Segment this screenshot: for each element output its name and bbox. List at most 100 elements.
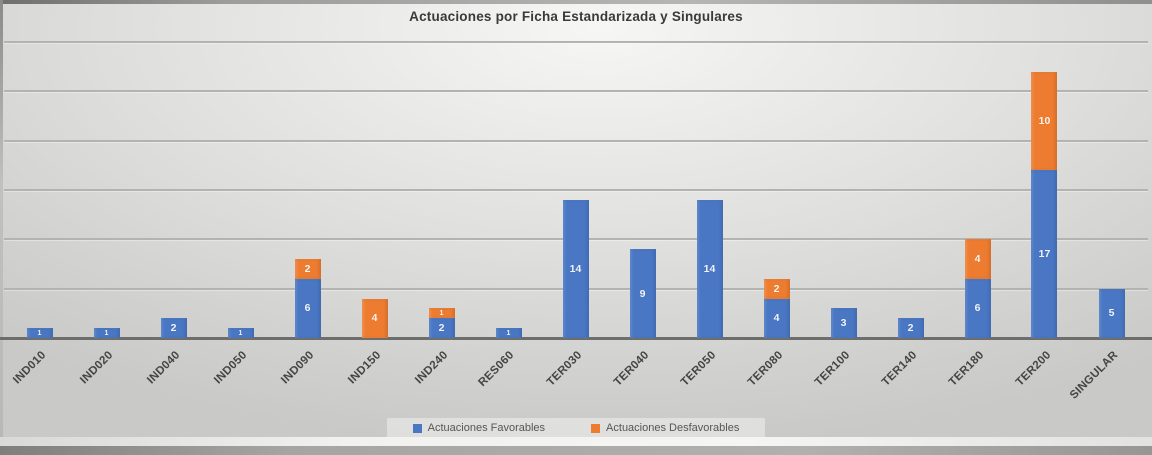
- bar-value-label: 17: [1038, 248, 1051, 261]
- bar-IND050: 1: [227, 328, 254, 338]
- x-axis-label-RES060: RES060: [476, 349, 517, 390]
- scan-edge-top: [0, 0, 1152, 4]
- scan-edge-bottom: [0, 446, 1152, 455]
- gridline-y-15: [4, 189, 1148, 191]
- bar-segment-IND010-favorables: 1: [26, 328, 53, 338]
- plot-area: 1 1 2 1 6 2 4 2 1 1 14 9 14 4 2 3 2 6 4 17 10 5: [0, 41, 1152, 340]
- bar-value-label: 1: [104, 329, 109, 337]
- legend-swatch-desfavorables-icon: [591, 423, 601, 433]
- category-slot-IND040: 2: [140, 42, 207, 338]
- bar-value-label: 2: [907, 322, 914, 335]
- legend-box: Actuaciones Favorables Actuaciones Desfa…: [386, 418, 766, 438]
- bar-IND010: 1: [26, 328, 53, 338]
- x-axis-label-IND150: IND150: [345, 349, 383, 387]
- bar-value-label: 4: [371, 312, 378, 325]
- x-axis-label-IND090: IND090: [278, 349, 316, 387]
- bar-TER030: 14: [562, 199, 589, 338]
- bar-value-label: 6: [974, 302, 981, 315]
- bar-segment-TER180-desfavorables: 4: [964, 239, 991, 279]
- bar-TER050: 14: [696, 199, 723, 338]
- bar-segment-RES060-favorables: 1: [495, 328, 522, 338]
- bar-segment-TER080-desfavorables: 2: [763, 278, 790, 299]
- x-axis-label-IND010: IND010: [10, 349, 48, 387]
- x-axis-line: [0, 337, 1152, 340]
- gridline-y-20: [4, 139, 1148, 142]
- bar-value-label: 3: [840, 317, 847, 330]
- bar-value-label: 2: [438, 322, 445, 335]
- bar-IND150: 4: [361, 298, 388, 338]
- bar-value-label: 4: [773, 312, 780, 325]
- bar-segment-IND240-favorables: 2: [428, 318, 455, 338]
- bar-segment-TER200-desfavorables: 10: [1031, 71, 1058, 171]
- scan-edge-left: [0, 0, 3, 455]
- bar-segment-TER140-favorables: 2: [897, 318, 924, 338]
- bar-segment-TER030-favorables: 14: [562, 199, 589, 338]
- bar-segment-TER040-favorables: 9: [629, 249, 656, 338]
- category-slot-TER050: 14: [676, 42, 743, 338]
- x-axis-label-IND050: IND050: [211, 349, 249, 387]
- legend-swatch-favorables-icon: [412, 423, 422, 433]
- bar-value-label: 2: [773, 282, 780, 295]
- bar-value-label: 1: [439, 309, 444, 317]
- bar-segment-TER180-favorables: 6: [964, 278, 991, 338]
- bar-value-label: 4: [974, 253, 981, 266]
- category-slot-TER030: 14: [542, 42, 609, 338]
- bar-RES060: 1: [495, 328, 522, 338]
- bar-segment-SINGULAR-favorables: 5: [1098, 288, 1125, 338]
- category-slot-IND010: 1: [6, 42, 73, 338]
- bar-TER200: 17 10: [1031, 71, 1058, 338]
- bar-segment-IND240-desfavorables: 1: [428, 308, 455, 319]
- category-slot-IND150: 4: [341, 42, 408, 338]
- gridline-y-25: [4, 90, 1148, 93]
- x-axis-label-IND240: IND240: [412, 349, 450, 387]
- legend-item-favorables: Actuaciones Favorables: [412, 422, 546, 434]
- bar-TER140: 2: [897, 318, 924, 338]
- category-slot-IND020: 1: [73, 42, 140, 338]
- bar-segment-TER080-favorables: 4: [763, 298, 790, 338]
- category-slot-IND050: 1: [207, 42, 274, 338]
- category-slot-TER100: 3: [810, 42, 877, 338]
- gridline-y-30: [4, 41, 1148, 43]
- bar-value-label: 10: [1038, 114, 1051, 127]
- bar-SINGULAR: 5: [1098, 288, 1125, 338]
- bar-segment-IND150-desfavorables: 4: [361, 298, 388, 338]
- bar-value-label: 9: [639, 287, 646, 300]
- bar-segment-TER050-favorables: 14: [696, 199, 723, 338]
- legend-label-favorables: Actuaciones Favorables: [427, 422, 546, 434]
- legend-item-desfavorables: Actuaciones Desfavorables: [591, 422, 739, 434]
- bar-IND020: 1: [93, 328, 120, 338]
- legend-label-desfavorables: Actuaciones Desfavorables: [606, 422, 740, 434]
- bar-segment-TER100-favorables: 3: [830, 308, 857, 338]
- bar-value-label: 2: [304, 262, 311, 275]
- bar-TER100: 3: [830, 308, 857, 338]
- chart-title: Actuaciones por Ficha Estandarizada y Si…: [409, 9, 743, 24]
- bar-value-label: 1: [37, 329, 42, 337]
- scan-edge-bottom-light: [0, 437, 1152, 446]
- bar-value-label: 1: [506, 329, 511, 337]
- bar-segment-IND040-favorables: 2: [160, 318, 187, 338]
- bar-value-label: 2: [170, 322, 177, 335]
- category-slot-TER140: 2: [877, 42, 944, 338]
- bar-segment-TER200-favorables: 17: [1031, 170, 1058, 338]
- legend: Actuaciones Favorables Actuaciones Desfa…: [0, 418, 1152, 438]
- bar-segment-IND020-favorables: 1: [93, 328, 120, 338]
- x-axis-label-IND020: IND020: [77, 349, 115, 387]
- bar-value-label: 14: [703, 262, 716, 275]
- category-slot-TER040: 9: [609, 42, 676, 338]
- x-axis-labels: IND010 IND020 IND040 IND050 IND090 IND150 IND2…: [6, 345, 1145, 407]
- bar-value-label: 1: [238, 329, 243, 337]
- bar-TER040: 9: [629, 249, 656, 338]
- category-slot-SINGULAR: 5: [1078, 42, 1145, 338]
- category-slot-TER200: 17 10: [1011, 42, 1078, 338]
- bar-value-label: 14: [569, 262, 582, 275]
- bar-segment-IND090-desfavorables: 2: [294, 259, 321, 279]
- x-axis-label-IND040: IND040: [144, 349, 182, 387]
